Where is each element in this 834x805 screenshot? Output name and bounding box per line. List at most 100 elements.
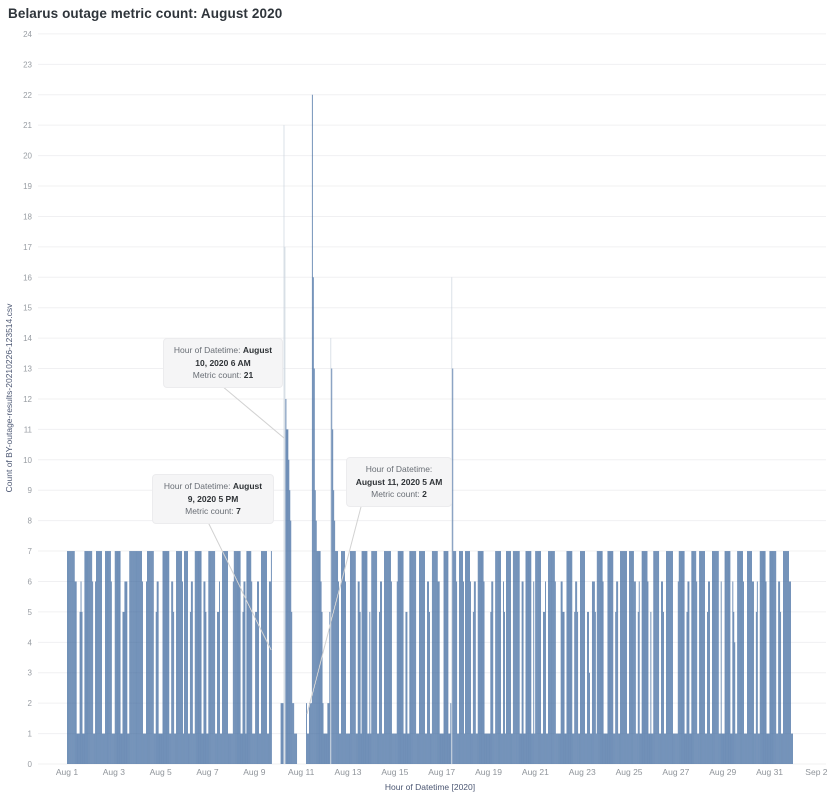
bar[interactable] [378, 733, 379, 764]
bar[interactable] [703, 551, 704, 764]
bar[interactable] [783, 551, 784, 764]
bar[interactable] [426, 733, 427, 764]
bar[interactable] [147, 551, 148, 764]
bar[interactable] [369, 611, 371, 764]
bar[interactable] [119, 551, 121, 764]
bar[interactable] [381, 581, 382, 764]
bar[interactable] [223, 551, 224, 764]
bar[interactable] [634, 581, 636, 764]
bar[interactable] [615, 611, 617, 764]
bar[interactable] [621, 551, 622, 764]
bar[interactable] [717, 551, 719, 764]
bar[interactable] [551, 551, 552, 764]
bar[interactable] [712, 551, 713, 764]
bar[interactable] [405, 611, 407, 764]
bar[interactable] [551, 551, 553, 764]
bar[interactable] [188, 733, 189, 764]
bar[interactable] [558, 733, 560, 764]
bar[interactable] [646, 551, 648, 764]
bar[interactable] [306, 703, 307, 764]
bar[interactable] [440, 733, 442, 764]
bar[interactable] [313, 368, 315, 764]
bar[interactable] [656, 551, 658, 764]
bar[interactable] [578, 733, 580, 764]
bar[interactable] [629, 551, 630, 764]
bar[interactable] [219, 581, 220, 764]
bar[interactable] [388, 551, 389, 764]
bar[interactable] [224, 551, 225, 764]
bar[interactable] [508, 551, 509, 764]
bar[interactable] [677, 581, 679, 764]
bar[interactable] [520, 733, 522, 764]
bar[interactable] [120, 733, 122, 764]
bar[interactable] [772, 551, 774, 764]
bar[interactable] [574, 611, 576, 764]
bar[interactable] [312, 277, 314, 764]
bar[interactable] [700, 551, 702, 764]
bar[interactable] [631, 551, 632, 764]
bar[interactable] [541, 733, 542, 764]
bar[interactable] [568, 551, 570, 764]
bar[interactable] [392, 733, 394, 764]
bar[interactable] [174, 733, 176, 764]
bar[interactable] [759, 551, 761, 764]
bar[interactable] [364, 551, 366, 764]
bar[interactable] [503, 581, 504, 764]
bar[interactable] [77, 733, 79, 764]
bar[interactable] [607, 551, 609, 764]
bar[interactable] [285, 398, 287, 764]
bar[interactable] [330, 338, 332, 764]
bar[interactable] [608, 551, 610, 764]
bar[interactable] [561, 581, 563, 764]
bar[interactable] [268, 581, 270, 764]
bar[interactable] [138, 551, 139, 764]
bar[interactable] [288, 459, 290, 764]
bar[interactable] [757, 733, 759, 764]
bar[interactable] [696, 581, 698, 764]
bar[interactable] [98, 551, 99, 764]
bar[interactable] [117, 551, 119, 764]
bar[interactable] [182, 581, 183, 764]
bar[interactable] [438, 581, 440, 764]
bar[interactable] [472, 611, 474, 764]
bar[interactable] [424, 551, 425, 764]
bar[interactable] [750, 551, 751, 764]
bar[interactable] [281, 703, 283, 764]
bar[interactable] [416, 733, 418, 764]
bar[interactable] [435, 551, 437, 764]
bar[interactable] [362, 551, 364, 764]
bar[interactable] [792, 733, 793, 764]
bar[interactable] [154, 733, 156, 764]
bar[interactable] [421, 551, 422, 764]
bar[interactable] [459, 551, 460, 764]
bar[interactable] [594, 611, 596, 764]
bar[interactable] [255, 611, 257, 764]
bar[interactable] [618, 733, 620, 764]
bar[interactable] [699, 551, 701, 764]
bar[interactable] [114, 551, 116, 764]
bar[interactable] [689, 733, 691, 764]
bar[interactable] [122, 611, 124, 764]
bar[interactable] [630, 551, 631, 764]
bar[interactable] [585, 733, 586, 764]
bar[interactable] [525, 551, 527, 764]
bar[interactable] [495, 551, 497, 764]
bar[interactable] [681, 551, 683, 764]
bar[interactable] [687, 581, 689, 764]
bar[interactable] [721, 733, 723, 764]
bar[interactable] [335, 551, 337, 764]
bar[interactable] [773, 551, 775, 764]
bar[interactable] [350, 551, 352, 764]
bar[interactable] [684, 733, 686, 764]
bar[interactable] [679, 551, 681, 764]
bar[interactable] [649, 733, 651, 764]
bar[interactable] [349, 733, 350, 764]
bar[interactable] [546, 733, 547, 764]
bar[interactable] [216, 733, 218, 764]
bar[interactable] [158, 733, 160, 764]
bar[interactable] [733, 611, 735, 764]
bar[interactable] [746, 733, 747, 764]
bar[interactable] [143, 733, 144, 764]
bar[interactable] [445, 551, 447, 764]
